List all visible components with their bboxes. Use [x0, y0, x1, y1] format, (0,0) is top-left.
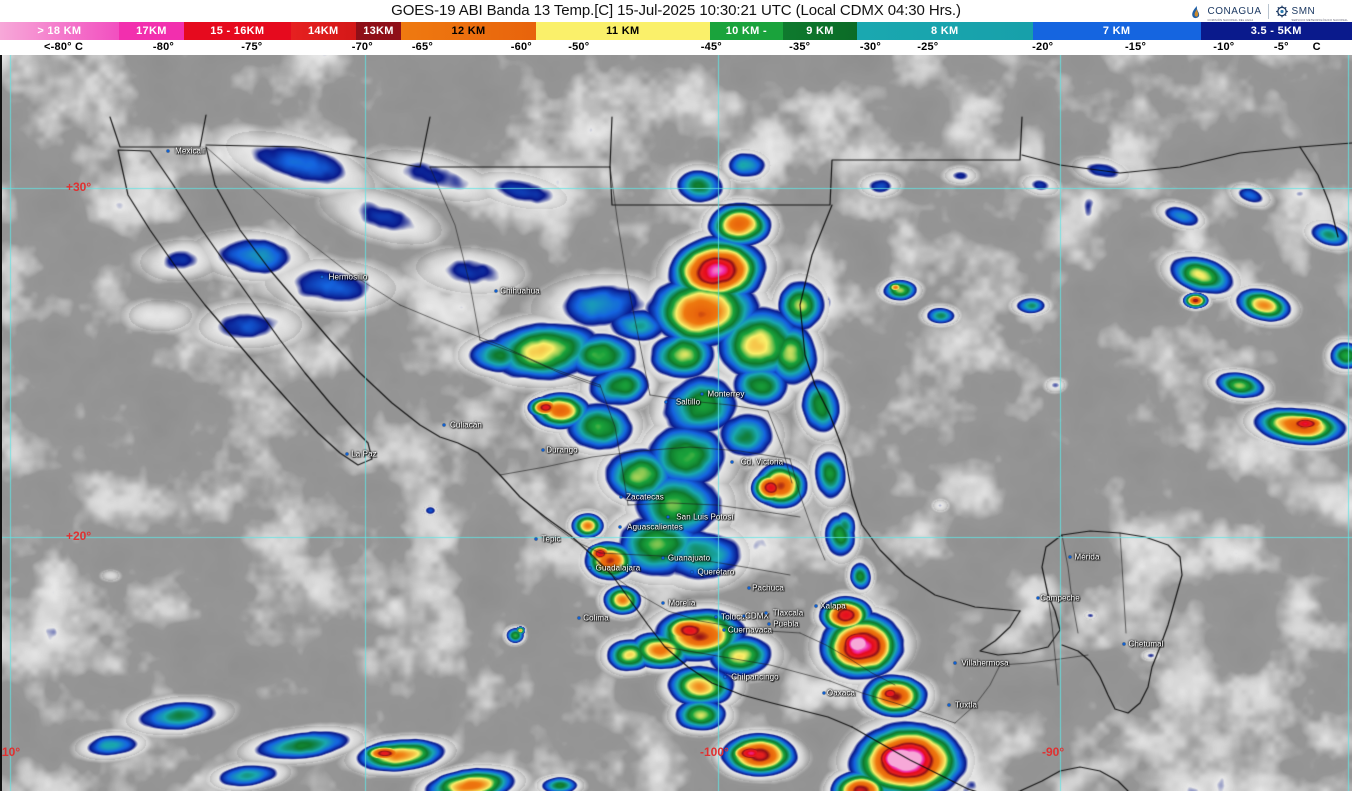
colorbar-cell: 12 KM — [400, 22, 537, 40]
colorbar-label: 12 KM — [451, 25, 486, 37]
conagua-logo-text: CONAGUA — [1207, 5, 1262, 17]
logo-group: CONAGUA COMISIÓN NACIONAL DEL AGUA SMN S… — [1190, 1, 1348, 22]
colorbar-label: 9 KM — [806, 25, 834, 37]
colorbar-cell: 10 KM - — [709, 22, 784, 40]
colorbar-cell: 14KM — [290, 22, 356, 40]
city-marker-dot — [730, 460, 734, 464]
temperature-tick: -65° — [411, 41, 433, 53]
smn-logo: SMN SERVICIO METEOROLÓGICO NACIONAL — [1275, 1, 1348, 22]
satellite-imagery-canvas — [0, 55, 1352, 791]
city-marker-dot — [953, 661, 957, 665]
temperature-tick: -35° — [789, 41, 811, 53]
colorbar-label: > 18 KM — [37, 25, 82, 37]
city-marker-dot — [661, 556, 665, 560]
colorbar-label: 14KM — [307, 25, 339, 37]
temperature-tick: -80° — [152, 41, 175, 53]
city-marker-dot — [700, 392, 704, 396]
colorbar-label: 3.5 - 5KM — [1250, 25, 1302, 37]
map-left-border — [0, 55, 2, 791]
colorbar-cell: 8 KM — [856, 22, 1033, 40]
colorbar-cell: 9 KM — [783, 22, 857, 40]
city-marker-dot — [742, 614, 746, 618]
longitude-label: -90° — [1042, 745, 1065, 759]
temperature-tick: -25° — [917, 41, 939, 53]
temperature-tick: -15° — [1124, 41, 1147, 53]
city-marker-dot — [618, 525, 622, 529]
temperature-tick: -50° — [568, 41, 590, 53]
smn-gear-icon — [1275, 5, 1288, 17]
longitude-label: -100° — [700, 745, 729, 759]
colorbar-cell: 17KM — [118, 22, 185, 40]
city-marker-dot — [690, 570, 694, 574]
city-marker-dot — [345, 452, 349, 456]
temperature-tick: -60° — [510, 41, 532, 53]
colorbar-label: 17KM — [136, 25, 167, 37]
city-marker-dot — [822, 691, 826, 695]
city-marker-dot — [166, 149, 170, 153]
colorbar-label: 11 KM — [606, 25, 640, 37]
smn-logo-subtitle: SERVICIO METEOROLÓGICO NACIONAL — [1291, 18, 1348, 22]
colorbar-label: 8 KM — [931, 25, 959, 37]
city-marker-dot — [320, 275, 324, 279]
conagua-logo-subtitle: COMISIÓN NACIONAL DEL AGUA — [1207, 18, 1254, 22]
city-marker-dot — [947, 703, 951, 707]
city-marker-dot — [767, 622, 771, 626]
city-marker-dot — [723, 675, 727, 679]
header: GOES-19 ABI Banda 13 Temp.[C] 15-Jul-202… — [0, 0, 1352, 22]
city-marker-dot — [1068, 555, 1072, 559]
temperature-tick: C — [1312, 41, 1321, 53]
city-marker-dot — [814, 604, 818, 608]
colorbar-cell: 13KM — [355, 22, 401, 40]
latitude-label: +20° — [66, 529, 92, 543]
city-marker-dot — [661, 601, 665, 605]
city-marker-dot — [747, 586, 751, 590]
temperature-tick: -30° — [859, 41, 881, 53]
colorbar-cell: 3.5 - 5KM — [1200, 22, 1352, 40]
city-marker-dot — [722, 628, 726, 632]
temperature-tick: -5° — [1273, 41, 1289, 53]
temperature-scale: <-80° C -80° -75° -70° -65° -60° -50° -45° -35° -… — [0, 40, 1352, 55]
city-marker-dot — [666, 515, 670, 519]
longitude-label: -110° — [0, 745, 21, 759]
colorbar-cell: > 18 KM — [0, 22, 119, 40]
logo-divider — [1267, 3, 1269, 19]
page-title: GOES-19 ABI Banda 13 Temp.[C] 15-Jul-202… — [391, 2, 961, 19]
cloud-top-height-colorbar: > 18 KM 17KM 15 - 16KM 14KM 13KM 12 KM 11 KM 10… — [0, 22, 1352, 40]
city-marker-dot — [588, 566, 592, 570]
city-marker-dot — [714, 615, 718, 619]
smn-logo-text: SMN — [1291, 5, 1316, 17]
temperature-tick: -10° — [1213, 41, 1235, 53]
conagua-water-icon — [1192, 5, 1200, 18]
colorbar-cell: 11 KM — [536, 22, 710, 40]
temperature-tick: -45° — [700, 41, 722, 53]
city-marker-dot — [619, 495, 623, 499]
colorbar-cell: 7 KM — [1032, 22, 1201, 40]
temperature-tick: <-80° C — [44, 41, 84, 53]
colorbar-label: 10 KM - — [725, 25, 767, 37]
temperature-tick: -70° — [351, 41, 373, 53]
colorbar-cell: 15 - 16KM — [184, 22, 291, 40]
city-marker-dot — [664, 400, 668, 404]
city-marker-dot — [1122, 642, 1126, 646]
conagua-logo: CONAGUA COMISIÓN NACIONAL DEL AGUA — [1190, 1, 1261, 22]
city-marker-dot — [442, 423, 446, 427]
city-marker-dot — [534, 537, 538, 541]
temperature-tick: -20° — [1032, 41, 1054, 53]
city-marker-dot — [494, 289, 498, 293]
city-marker-dot — [764, 611, 768, 615]
colorbar-label: 7 KM — [1102, 25, 1131, 37]
satellite-map[interactable]: +30°+20°-110°-100°-90°MexicaliHermosillo… — [0, 55, 1352, 791]
temperature-tick: -75° — [241, 41, 263, 53]
colorbar-label: 15 - 16KM — [210, 25, 265, 37]
latitude-label: +30° — [66, 180, 92, 194]
colorbar-label: 13KM — [363, 25, 394, 37]
city-marker-dot — [1036, 596, 1040, 600]
city-marker-dot — [541, 448, 545, 452]
city-marker-dot — [577, 616, 581, 620]
